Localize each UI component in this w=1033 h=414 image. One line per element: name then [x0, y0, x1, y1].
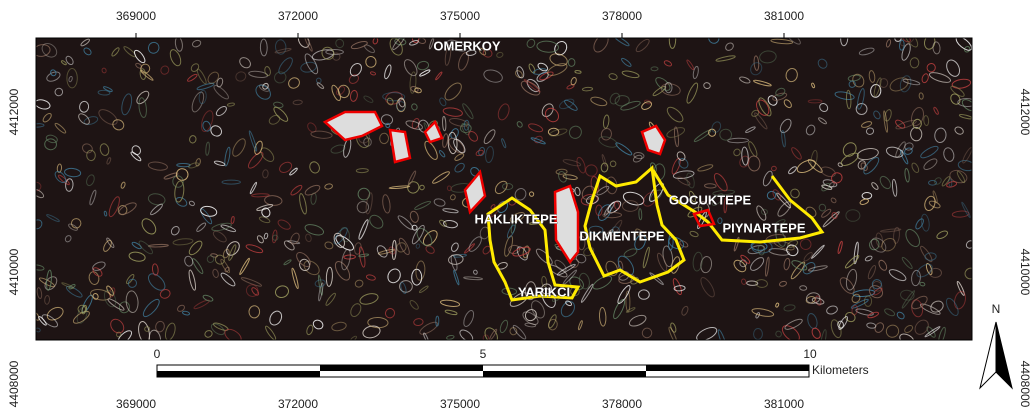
scale-label: 10 — [803, 347, 817, 361]
scale-label: 5 — [480, 347, 487, 361]
bottom-tick-label: 378000 — [602, 397, 642, 411]
north-arrow — [980, 322, 1012, 388]
top-tick-label: 378000 — [602, 9, 642, 23]
scale-bar-segment — [320, 365, 483, 371]
right-tick-label: 4412000 — [1018, 89, 1032, 136]
scale-bar-segment — [157, 371, 320, 377]
scale-label: 0 — [154, 347, 161, 361]
place-label: DIKMENTEPE — [579, 228, 665, 243]
left-tick-label: 4412000 — [7, 88, 21, 135]
bottom-tick-label: 369000 — [116, 397, 156, 411]
top-tick-label: 369000 — [116, 9, 156, 23]
top-tick-label: 381000 — [764, 9, 804, 23]
left-tick-label: 4408000 — [7, 360, 21, 407]
scale-bar-segment — [483, 371, 646, 377]
right-tick-label: 4410000 — [1018, 249, 1032, 296]
scale-bar-segment — [646, 365, 809, 371]
bottom-tick-label: 375000 — [440, 397, 480, 411]
map-figure: 369000 372000 375000 378000 381000 369000 3720… — [0, 0, 1033, 414]
place-label: GOCUKTEPE — [669, 192, 752, 207]
place-label: YARIKCI — [518, 284, 570, 299]
scale-bar — [157, 365, 809, 377]
right-tick-label: 4408000 — [1018, 361, 1032, 408]
north-arrow-right — [996, 322, 1012, 388]
place-label: OMERKOY — [433, 38, 501, 53]
top-tick-label: 375000 — [440, 9, 480, 23]
place-label: PIYNARTEPE — [722, 220, 805, 235]
top-tick-label: 372000 — [278, 9, 318, 23]
left-tick-label: 4410000 — [7, 248, 21, 295]
place-label: HAKLIKTEPE — [474, 211, 557, 226]
north-label: N — [992, 302, 1001, 316]
scale-unit: Kilometers — [812, 363, 869, 377]
bottom-tick-label: 372000 — [278, 397, 318, 411]
north-arrow-left — [980, 322, 996, 388]
bottom-tick-label: 381000 — [764, 397, 804, 411]
page: {"map": { "top_ticks": ["369000", "37200… — [0, 0, 1033, 414]
